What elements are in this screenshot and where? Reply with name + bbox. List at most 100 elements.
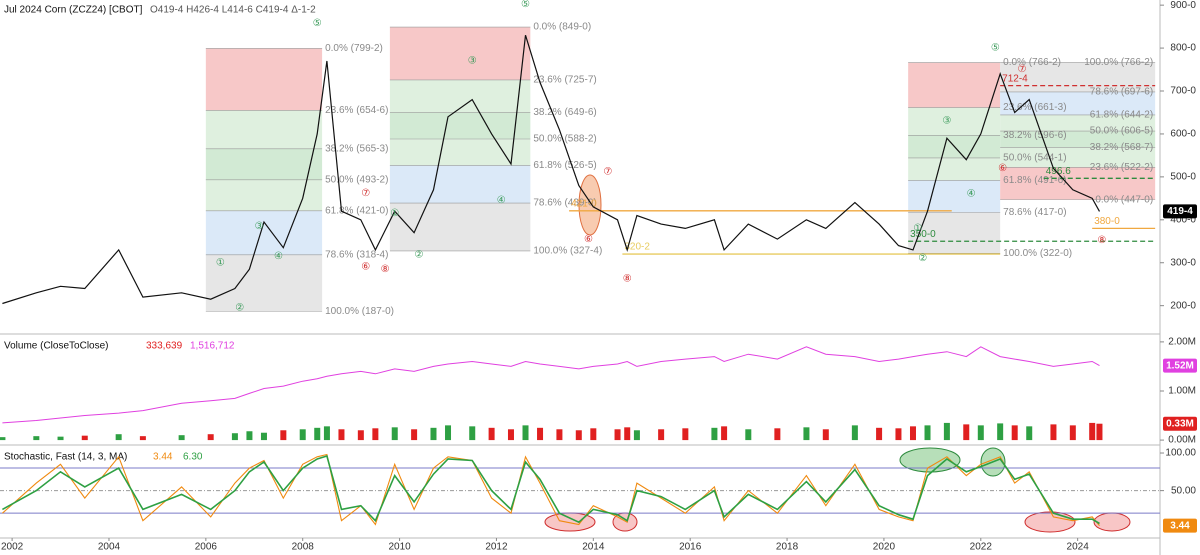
- highlight: [612, 512, 638, 532]
- wave-label: ③: [942, 116, 951, 127]
- volume-bar: [590, 428, 597, 441]
- wave-label: ⑥: [998, 163, 1007, 174]
- volume-bar: [231, 433, 238, 441]
- volume-bar: [851, 425, 858, 441]
- fib-band: [1000, 91, 1156, 115]
- y-tick-label: 800-0: [1170, 43, 1196, 54]
- x-tick-label: 2004: [98, 542, 121, 553]
- x-tick-label: 2012: [485, 542, 508, 553]
- pane-title: Stochastic, Fast (14, 3, MA): [4, 452, 127, 463]
- fib-label: 50.0% (544-1): [1003, 153, 1066, 164]
- last-value-label: 3.44: [1170, 520, 1190, 531]
- wave-label: ⑦: [603, 166, 612, 177]
- volume-bar: [1026, 426, 1033, 441]
- fib-label: 38.2% (565-3): [325, 143, 388, 154]
- volume-average: [2, 346, 1100, 424]
- wave-label: ⑥: [584, 234, 593, 245]
- last-value-box: [1163, 416, 1197, 431]
- volume-bar: [207, 434, 214, 441]
- volume-bar: [280, 430, 287, 441]
- fib-label: 61.8% (421-0): [325, 205, 388, 216]
- wave-label: ④: [967, 189, 976, 200]
- volume-bar: [391, 427, 398, 441]
- volume-bar: [139, 436, 146, 441]
- volume-bar: [909, 426, 916, 441]
- y-tick-label: 100.00: [1165, 448, 1196, 459]
- fib-label: 78.6% (697-6): [1090, 87, 1153, 98]
- volume-bar: [338, 429, 345, 441]
- fib-label: 38.2% (596-6): [1003, 130, 1066, 141]
- x-tick-label: 2008: [292, 542, 315, 553]
- fib-label: 100.0% (327-4): [533, 246, 602, 257]
- wave-label: ⑤: [521, 0, 530, 10]
- pane-title: Volume (CloseToClose): [4, 341, 109, 352]
- volume-bar: [445, 425, 452, 441]
- volume-bar: [876, 427, 883, 441]
- fib-label: 61.8% (526-5): [533, 160, 596, 171]
- volume-bar: [299, 429, 306, 441]
- level-label: 421-0: [571, 198, 597, 209]
- x-tick-label: 2014: [582, 542, 605, 553]
- last-value-box: [1163, 204, 1197, 219]
- fib-band: [389, 27, 531, 80]
- wave-label: ①: [216, 257, 225, 268]
- volume-bar: [624, 427, 631, 441]
- pane-title: Jul 2024 Corn (ZCZ24) [CBOT]: [4, 5, 143, 16]
- volume-bar: [507, 429, 514, 441]
- fib-label: 100.0% (322-0): [1003, 248, 1072, 259]
- volume-bar: [803, 427, 810, 441]
- fib-label: 50.0% (606-5): [1090, 126, 1153, 137]
- wave-label: ④: [497, 195, 506, 206]
- fib-band: [1000, 147, 1156, 168]
- y-tick-label: 900-0: [1170, 0, 1196, 11]
- level-label: 712-4: [1002, 73, 1028, 84]
- fib-band: [389, 138, 531, 166]
- wave-label: ⑧: [1097, 235, 1106, 246]
- y-tick-label: 700-0: [1170, 86, 1196, 97]
- fib-band: [205, 254, 323, 312]
- volume-bar: [1089, 422, 1096, 441]
- y-tick-label: 400-0: [1170, 214, 1196, 225]
- wave-label: ⑧: [381, 264, 390, 275]
- wave-label: ③: [255, 221, 264, 232]
- fib-band: [908, 107, 1001, 136]
- fib-band: [205, 110, 323, 149]
- x-tick-label: 2020: [873, 542, 896, 553]
- wave-label: ⑤: [991, 43, 1000, 54]
- fib-band: [205, 179, 323, 211]
- volume-bar: [977, 425, 984, 441]
- volume-bar: [1069, 425, 1076, 441]
- volume-bar: [682, 428, 689, 441]
- y-tick-label: 300-0: [1170, 257, 1196, 268]
- highlight: [544, 512, 596, 532]
- level-label: 496.6: [1046, 166, 1071, 177]
- volume-bar: [522, 425, 529, 441]
- fib-band: [389, 165, 531, 204]
- volume-bar: [1011, 425, 1018, 441]
- fib-label: 0.0% (447-0): [1095, 194, 1153, 205]
- wave-label: ⑧: [623, 274, 632, 285]
- layer: [205, 26, 1156, 312]
- stoch-d: [2, 454, 1100, 525]
- volume-bar: [943, 422, 950, 441]
- fib-label: 0.0% (849-0): [533, 22, 591, 33]
- fib-band: [389, 203, 531, 251]
- volume-bar: [81, 435, 88, 441]
- wave-label: ②: [235, 302, 244, 313]
- wave-label: ②: [414, 250, 423, 261]
- fib-band: [1000, 62, 1156, 92]
- fib-label: 61.8% (491-6): [1003, 175, 1066, 186]
- wave-label: ⑦: [1017, 64, 1026, 75]
- volume-bar: [323, 426, 330, 441]
- fib-band: [205, 148, 323, 180]
- y-tick-label: 2.00M: [1168, 337, 1196, 348]
- wave-label: ⑤: [313, 18, 322, 29]
- volume-bar: [658, 429, 665, 441]
- legend-value: 333,639: [146, 341, 183, 352]
- wave-label: ②: [918, 253, 927, 264]
- fib-band: [908, 212, 1001, 254]
- stoch-k: [2, 453, 1100, 526]
- x-tick-label: 2018: [776, 542, 799, 553]
- y-tick-label: 500-0: [1170, 172, 1196, 183]
- volume-bar: [178, 435, 185, 441]
